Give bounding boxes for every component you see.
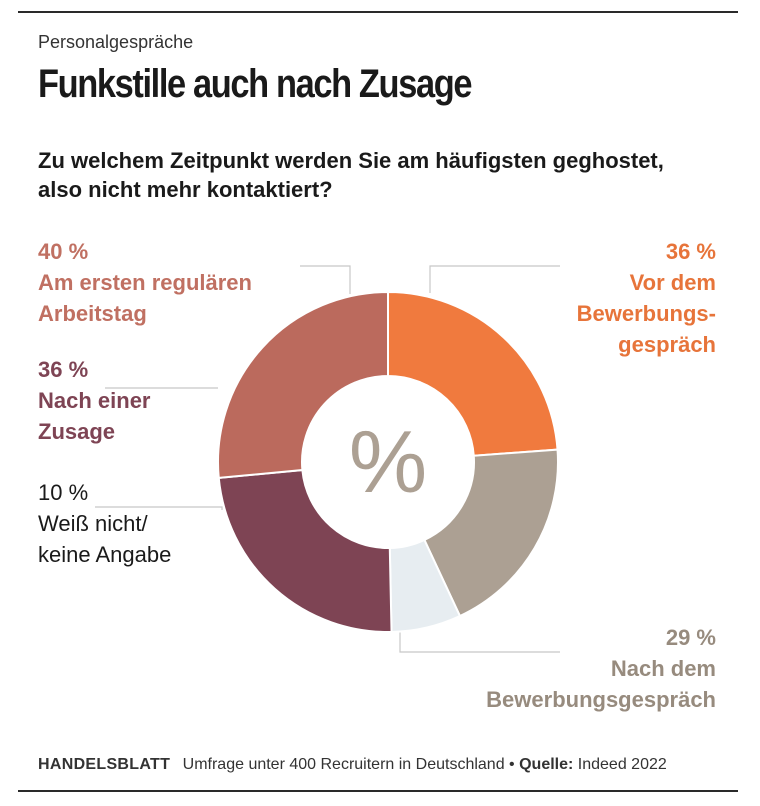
- label-am-ersten-arbeitstag: 40 % Am ersten regulären Arbeitstag: [38, 236, 252, 329]
- value-label-weiss: 10 %: [38, 480, 89, 505]
- value-label-erster: 40 %: [38, 239, 89, 264]
- chart-question: Zu welchem Zeitpunkt werden Sie am häufi…: [38, 148, 664, 202]
- top-rule: [18, 11, 738, 13]
- source-value: Indeed 2022: [577, 756, 667, 773]
- bottom-rule: [18, 790, 738, 792]
- slice-erster: [217, 290, 389, 479]
- center-percent-symbol: %: [349, 412, 427, 511]
- brand-logo-text: HANDELSBLATT: [38, 756, 171, 773]
- value-label-vor: 36 %: [665, 239, 716, 264]
- leader-line-vor: [429, 265, 560, 293]
- category-label-nach-bewerbung: Nach dem Bewerbungsgespräch: [486, 656, 716, 712]
- category-label-erster: Am ersten regulären Arbeitstag: [38, 270, 252, 326]
- leader-line-nach-bewerbung: [399, 632, 560, 653]
- label-vor-dem-bewerbungsgespraech: 36 % Vor dem Bewerbungs- gespräch: [577, 236, 716, 360]
- slice-zusage: [217, 468, 393, 633]
- leader-lines: [95, 265, 560, 653]
- kicker: Personalgespräche: [38, 32, 194, 52]
- leader-line-erster: [300, 265, 351, 294]
- category-label-zusage: Nach einer Zusage: [38, 388, 151, 444]
- label-nach-dem-bewerbungsgespraech: 29 % Nach dem Bewerbungsgespräch: [486, 622, 716, 715]
- leader-line-weiss: [95, 506, 223, 510]
- donut-slices: [217, 290, 559, 633]
- label-nach-einer-zusage: 36 % Nach einer Zusage: [38, 354, 151, 447]
- value-label-zusage: 36 %: [38, 357, 89, 382]
- value-label-nach-bewerbung: 29 %: [665, 625, 716, 650]
- category-label-vor: Vor dem Bewerbungs- gespräch: [576, 270, 716, 357]
- slice-vor: [387, 290, 559, 457]
- chart-title: Funkstille auch nach Zusage: [38, 62, 472, 106]
- source-label: Quelle:: [519, 756, 574, 773]
- slice-nach-bewerbung: [423, 448, 559, 618]
- footer: HANDELSBLATT Umfrage unter 400 Recruiter…: [38, 756, 667, 774]
- category-label-weiss: Weiß nicht/ keine Angabe: [38, 511, 172, 567]
- label-weiss-nicht: 10 % Weiß nicht/ keine Angabe: [38, 477, 171, 570]
- footer-note: Umfrage unter 400 Recruitern in Deutschl…: [182, 756, 515, 773]
